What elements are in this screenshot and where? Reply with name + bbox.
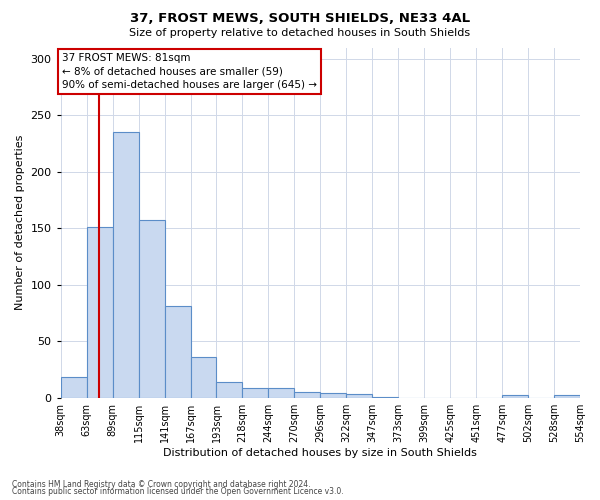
X-axis label: Distribution of detached houses by size in South Shields: Distribution of detached houses by size … (163, 448, 477, 458)
Text: 37 FROST MEWS: 81sqm
← 8% of detached houses are smaller (59)
90% of semi-detach: 37 FROST MEWS: 81sqm ← 8% of detached ho… (62, 53, 317, 90)
Bar (268, 388, 295, 398)
Bar (139, 220, 164, 398)
Bar (502, 396, 528, 398)
Bar (191, 357, 217, 398)
Text: 37, FROST MEWS, SOUTH SHIELDS, NE33 4AL: 37, FROST MEWS, SOUTH SHIELDS, NE33 4AL (130, 12, 470, 26)
Bar (320, 393, 346, 398)
Text: Size of property relative to detached houses in South Shields: Size of property relative to detached ho… (130, 28, 470, 38)
Bar (242, 388, 268, 398)
Bar (554, 396, 580, 398)
Bar (295, 392, 320, 398)
Bar (113, 132, 139, 398)
Text: Contains public sector information licensed under the Open Government Licence v3: Contains public sector information licen… (12, 487, 344, 496)
Bar (346, 394, 372, 398)
Bar (217, 382, 242, 398)
Bar (372, 396, 398, 398)
Text: Contains HM Land Registry data © Crown copyright and database right 2024.: Contains HM Land Registry data © Crown c… (12, 480, 311, 489)
Bar (164, 306, 191, 398)
Bar (61, 378, 86, 398)
Bar (86, 227, 113, 398)
Y-axis label: Number of detached properties: Number of detached properties (15, 135, 25, 310)
